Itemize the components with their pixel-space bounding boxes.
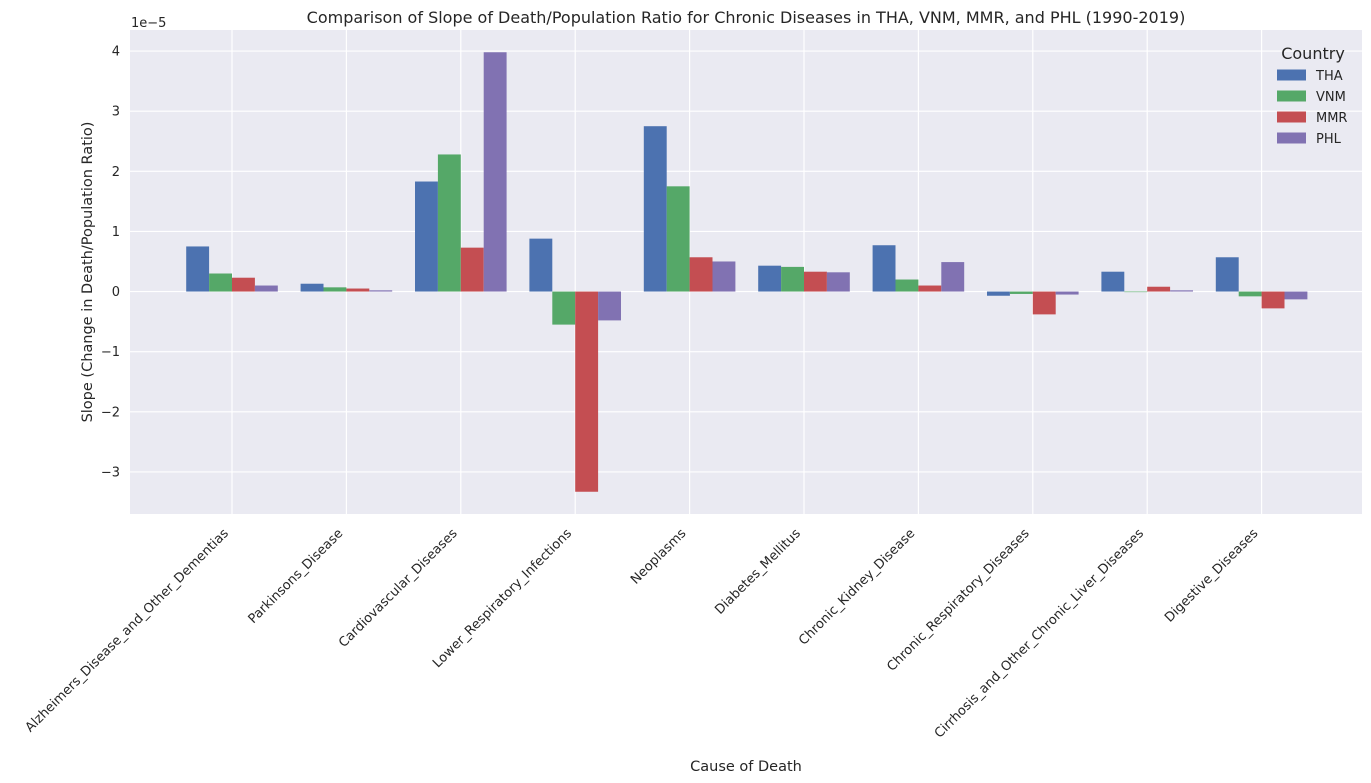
x-tick-label: Parkinsons_Disease [246, 526, 347, 627]
bar-tha [1101, 271, 1125, 292]
y-tick-label: 4 [112, 45, 120, 60]
y-tick-label: −2 [101, 405, 120, 420]
x-tick-label: Neoplasms [628, 526, 689, 587]
x-tick-label: Diabetes_Mellitus [712, 526, 804, 618]
legend-title: Country [1281, 44, 1345, 63]
bar-tha [1215, 257, 1239, 292]
y-ticks: −3 −2 −1 0 1 2 3 4 [101, 45, 120, 481]
bars [186, 52, 1308, 492]
bar-phl [712, 261, 736, 292]
bar-tha [186, 246, 210, 292]
bar-mmr [918, 285, 942, 292]
bar-mmr [575, 291, 599, 492]
x-tick-label: Alzheimers_Disease_and_Other_Dementias [23, 526, 232, 735]
legend-label-tha: THA [1315, 69, 1343, 84]
bar-mmr [804, 271, 827, 292]
bar-tha [758, 265, 782, 292]
x-tick-label: Cirrhosis_and_Other_Chronic_Liver_Diseas… [932, 526, 1147, 741]
bar-vnm [895, 279, 919, 292]
bar-vnm [781, 266, 804, 292]
bar-vnm [1124, 291, 1148, 293]
bar-vnm [1238, 291, 1262, 297]
bar-mmr [460, 247, 484, 292]
bar-mmr [346, 288, 370, 292]
x-tick-label: Cardiovascular_Diseases [336, 526, 461, 651]
legend-swatch-tha [1277, 69, 1306, 81]
bar-tha [415, 181, 438, 292]
bar-mmr [1147, 286, 1171, 292]
legend-label-mmr: MMR [1316, 111, 1347, 126]
bar-phl [369, 290, 393, 292]
legend-label-phl: PHL [1316, 132, 1342, 147]
legend-swatch-mmr [1277, 111, 1306, 123]
bar-mmr [1261, 291, 1285, 309]
bar-mmr [689, 257, 713, 292]
plot-area [130, 30, 1362, 514]
bar-vnm [1009, 291, 1033, 294]
bar-vnm [552, 291, 576, 325]
bar-vnm [666, 186, 690, 292]
x-tick-label: Digestive_Diseases [1162, 526, 1261, 625]
y-scale-label: 1e−5 [131, 16, 166, 31]
bar-tha [529, 238, 553, 292]
bar-phl [1170, 290, 1193, 292]
x-axis-title: Cause of Death [690, 759, 802, 775]
bar-phl [826, 272, 850, 292]
bar-tha [643, 126, 667, 292]
y-tick-label: −1 [101, 345, 120, 360]
legend-swatch-phl [1277, 132, 1306, 144]
bar-vnm [437, 154, 461, 292]
y-tick-label: 0 [112, 285, 120, 300]
bar-phl [1055, 291, 1079, 295]
x-tick-label: Lower_Respiratory_Infections [430, 526, 575, 671]
bar-mmr [232, 277, 255, 292]
bar-tha [872, 245, 896, 292]
y-tick-label: 2 [112, 165, 120, 180]
bar-mmr [1032, 291, 1056, 315]
bar-vnm [323, 287, 347, 292]
bar-phl [254, 285, 278, 292]
bar-phl [598, 291, 621, 321]
legend-swatch-vnm [1277, 90, 1306, 102]
y-tick-label: −3 [101, 465, 120, 480]
y-axis-title: Slope (Change in Death/Population Ratio) [80, 122, 96, 423]
bar-phl [941, 262, 965, 292]
chart-title: Comparison of Slope of Death/Population … [307, 8, 1186, 27]
y-tick-label: 1 [112, 225, 120, 240]
bar-vnm [209, 273, 232, 292]
bar-phl [483, 52, 507, 292]
x-tick-label: Chronic_Kidney_Disease [796, 526, 918, 648]
legend-label-vnm: VNM [1316, 90, 1346, 105]
legend: Country THA VNM MMR PHL [1277, 44, 1347, 147]
bar-phl [1284, 291, 1308, 300]
y-tick-label: 3 [112, 105, 120, 120]
bar-tha [987, 291, 1010, 296]
x-ticks: Alzheimers_Disease_and_Other_Dementias Pa… [23, 526, 1262, 741]
bar-tha [300, 283, 324, 292]
